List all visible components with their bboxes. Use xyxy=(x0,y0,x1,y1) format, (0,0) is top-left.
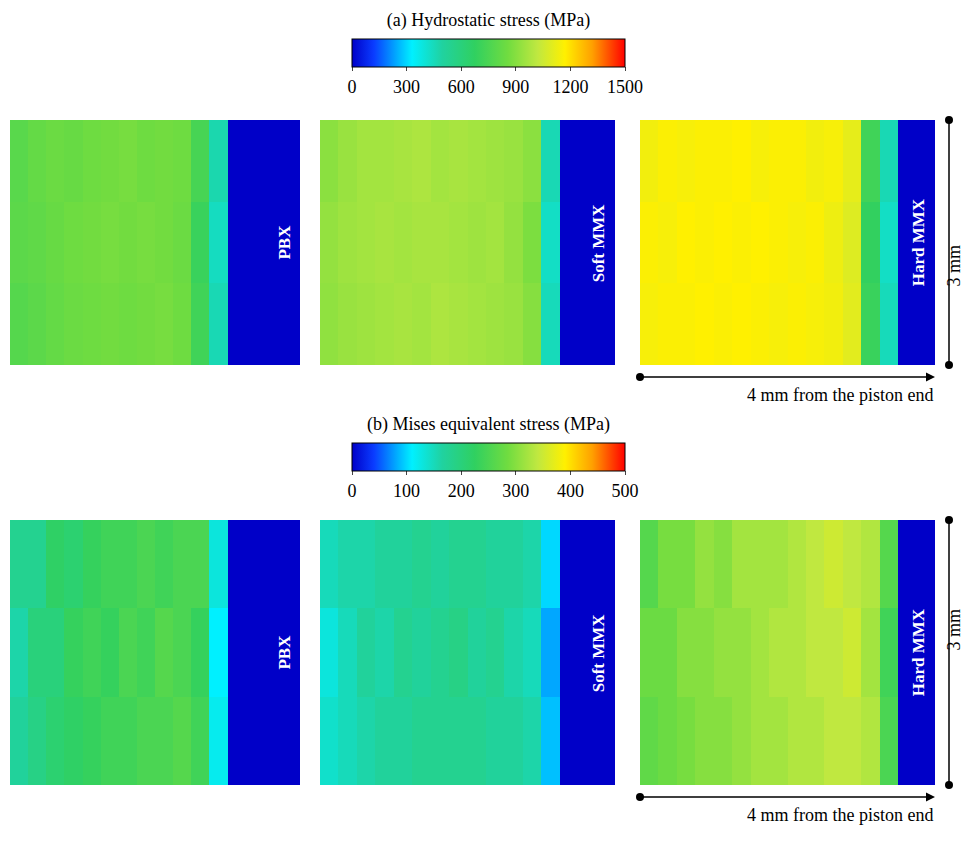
svg-text:Soft MMX: Soft MMX xyxy=(589,204,608,283)
svg-text:4 mm from the piston end: 4 mm from the piston end xyxy=(747,385,933,405)
svg-text:1500: 1500 xyxy=(607,77,643,97)
svg-text:Hard MMX: Hard MMX xyxy=(909,608,928,696)
svg-text:300: 300 xyxy=(502,481,529,501)
svg-text:1200: 1200 xyxy=(552,77,588,97)
svg-text:600: 600 xyxy=(448,77,475,97)
svg-text:500: 500 xyxy=(612,481,639,501)
svg-text:Hard MMX: Hard MMX xyxy=(909,198,928,286)
svg-text:Soft MMX: Soft MMX xyxy=(589,614,608,693)
svg-text:300: 300 xyxy=(393,77,420,97)
svg-text:900: 900 xyxy=(502,77,529,97)
svg-text:3 mm: 3 mm xyxy=(944,609,964,651)
svg-text:0: 0 xyxy=(348,481,357,501)
svg-text:400: 400 xyxy=(557,481,584,501)
svg-text:PBX: PBX xyxy=(275,635,294,670)
svg-text:0: 0 xyxy=(348,77,357,97)
svg-text:200: 200 xyxy=(448,481,475,501)
svg-text:4 mm from the piston end: 4 mm from the piston end xyxy=(747,805,933,825)
svg-text:100: 100 xyxy=(393,481,420,501)
svg-text:PBX: PBX xyxy=(275,225,294,260)
svg-text:(b) Mises equivalent stress (M: (b) Mises equivalent stress (MPa) xyxy=(367,414,610,435)
svg-text:(a) Hydrostatic stress (MPa): (a) Hydrostatic stress (MPa) xyxy=(387,10,590,31)
svg-text:3 mm: 3 mm xyxy=(944,245,964,287)
